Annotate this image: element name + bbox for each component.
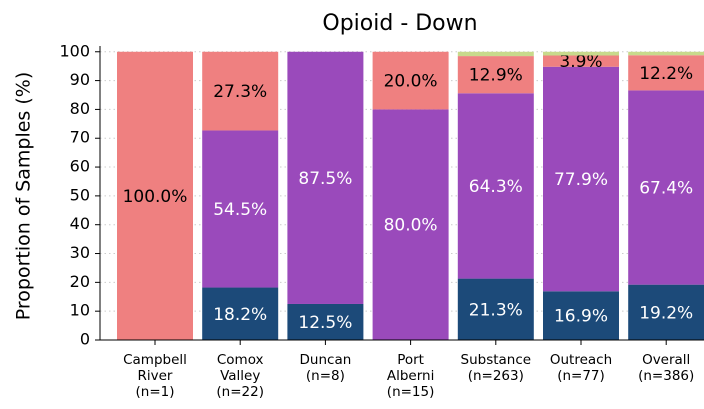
bar-segment xyxy=(372,109,449,340)
x-tick-label: Substance (n=263) xyxy=(461,352,532,384)
x-tick-label: Overall (n=386) xyxy=(638,352,694,384)
y-tick-label: 70 xyxy=(70,128,90,147)
value-label: 87.5% xyxy=(298,169,352,189)
x-tick-label: Outreach (n=77) xyxy=(550,352,612,384)
value-label: 67.4% xyxy=(639,179,693,199)
value-label: 3.9% xyxy=(559,52,602,72)
y-axis-label: Proportion of Samples (%) xyxy=(13,72,35,320)
x-tick-label-line: (n=22) xyxy=(216,384,264,400)
x-tick-label-line: Comox xyxy=(217,352,264,368)
x-tick-label-line: (n=77) xyxy=(557,368,605,384)
x-tick-label-line: Port xyxy=(397,352,424,368)
value-label: 21.3% xyxy=(469,300,523,320)
y-tick-label: 80 xyxy=(70,99,90,118)
bar-segment xyxy=(287,51,364,304)
x-tick-label-line: (n=386) xyxy=(638,368,694,384)
bar-segment xyxy=(628,284,704,340)
x-tick-label: Duncan (n=8) xyxy=(300,352,352,384)
bar-segment xyxy=(117,51,193,340)
value-label: 12.2% xyxy=(639,64,693,84)
bar-segment xyxy=(543,66,619,292)
value-label: 64.3% xyxy=(469,177,523,197)
x-tick-label-line: (n=1) xyxy=(136,384,175,400)
bar-segment xyxy=(457,278,534,340)
bar-segment xyxy=(628,55,704,91)
y-tick-label: 100 xyxy=(59,41,90,60)
x-tick-label: Campbell River (n=1) xyxy=(123,352,187,400)
value-label: 100.0% xyxy=(123,187,188,207)
bar-segment xyxy=(202,130,279,288)
value-label: 18.2% xyxy=(213,305,267,325)
y-tick-label: 60 xyxy=(70,157,90,176)
bar-segment xyxy=(457,51,534,57)
x-tick-label: Port Alberni (n=15) xyxy=(387,352,435,400)
x-tick-label-line: Overall xyxy=(642,352,690,368)
bar-segment xyxy=(202,287,279,340)
value-label: 12.5% xyxy=(298,313,352,333)
bar-segment xyxy=(372,51,449,110)
value-label: 77.9% xyxy=(554,170,608,190)
value-label: 20.0% xyxy=(384,72,438,92)
y-tick-label: 50 xyxy=(70,185,90,204)
x-tick-label-line: Duncan xyxy=(300,352,352,368)
x-tick-label-line: (n=8) xyxy=(306,368,345,384)
y-tick-label: 90 xyxy=(70,70,90,89)
bar-segment xyxy=(287,303,364,340)
x-tick-label-line: Campbell xyxy=(123,352,187,368)
x-tick-label-line: (n=263) xyxy=(468,368,524,384)
y-tick-label: 40 xyxy=(70,214,90,233)
x-tick-label-line: Outreach xyxy=(550,352,612,368)
bar-segment xyxy=(543,291,619,340)
y-tick-label: 20 xyxy=(70,272,90,291)
x-tick-label-line: Alberni xyxy=(387,368,434,384)
bar-segment xyxy=(543,55,619,67)
y-tick-label: 0 xyxy=(80,330,90,349)
x-tick-label-line: Valley xyxy=(220,368,260,384)
y-tick-label: 30 xyxy=(70,243,90,262)
value-label: 27.3% xyxy=(213,82,267,102)
bar-segment xyxy=(457,56,534,94)
bar-segment xyxy=(202,51,279,131)
bar-segment xyxy=(628,51,704,56)
x-tick-label: Comox Valley (n=22) xyxy=(216,352,264,400)
y-tick-label: 10 xyxy=(70,301,90,320)
x-tick-label-line: River xyxy=(138,368,173,384)
value-label: 16.9% xyxy=(554,307,608,327)
bar-segment xyxy=(628,90,704,285)
value-label: 12.9% xyxy=(469,66,523,86)
bar-segment xyxy=(457,93,534,279)
value-label: 19.2% xyxy=(639,303,693,323)
bar-segment xyxy=(543,51,619,56)
x-tick-label-line: Substance xyxy=(461,352,532,368)
value-label: 54.5% xyxy=(213,200,267,220)
x-tick-label-line: (n=15) xyxy=(387,384,435,400)
value-label: 80.0% xyxy=(384,216,438,236)
chart-title: Opioid - Down xyxy=(322,11,477,36)
